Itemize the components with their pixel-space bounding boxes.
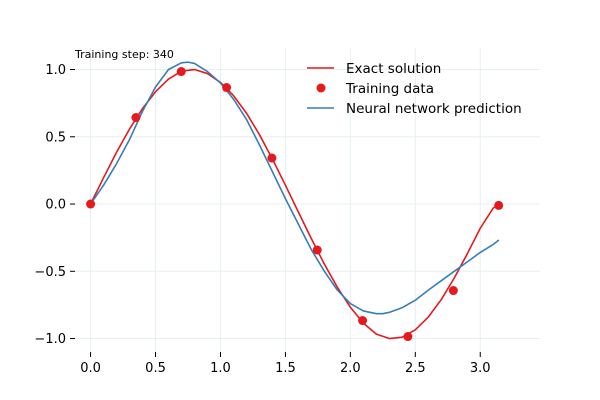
x-tick-label: 3.0	[470, 361, 491, 376]
x-tick-label: 2.0	[340, 361, 361, 376]
data-point	[86, 199, 96, 209]
data-point	[403, 332, 413, 342]
x-tick-label: 1.0	[210, 361, 231, 376]
data-point	[312, 245, 322, 255]
axes-layer: 0.0 0.5 1.0 1.5 2.0 2.5 3.0 −1.0 −0.5 0.0 0.5 1.0	[34, 63, 490, 376]
y-tick-label: 0.0	[45, 198, 66, 213]
data-point	[222, 83, 232, 93]
x-tick-label: 2.5	[405, 361, 426, 376]
data-point	[267, 153, 277, 163]
data-point	[131, 113, 141, 123]
y-tick-label: −1.0	[34, 332, 66, 347]
series-layer	[86, 61, 504, 342]
y-tick-label: −0.5	[34, 265, 66, 280]
legend-label: Neural network prediction	[346, 101, 522, 117]
data-point	[494, 200, 504, 210]
x-tick-label: 0.5	[145, 361, 166, 376]
data-point	[358, 316, 368, 326]
legend: Exact solution Training data Neural networ…	[307, 61, 522, 117]
grid-layer	[75, 48, 540, 352]
y-tick-label: 1.0	[45, 63, 66, 78]
x-tick-label: 1.5	[275, 361, 296, 376]
legend-label: Training data	[345, 81, 434, 97]
x-tick-label: 0.0	[80, 361, 101, 376]
series-line-2	[89, 61, 500, 315]
data-point	[176, 67, 186, 77]
y-tick-label: 0.5	[45, 130, 66, 145]
series-line-0	[89, 68, 500, 340]
training-step-annotation: Training step: 340	[74, 48, 174, 61]
legend-label: Exact solution	[346, 61, 441, 77]
legend-marker-swatch	[316, 83, 326, 93]
data-point	[448, 286, 458, 296]
